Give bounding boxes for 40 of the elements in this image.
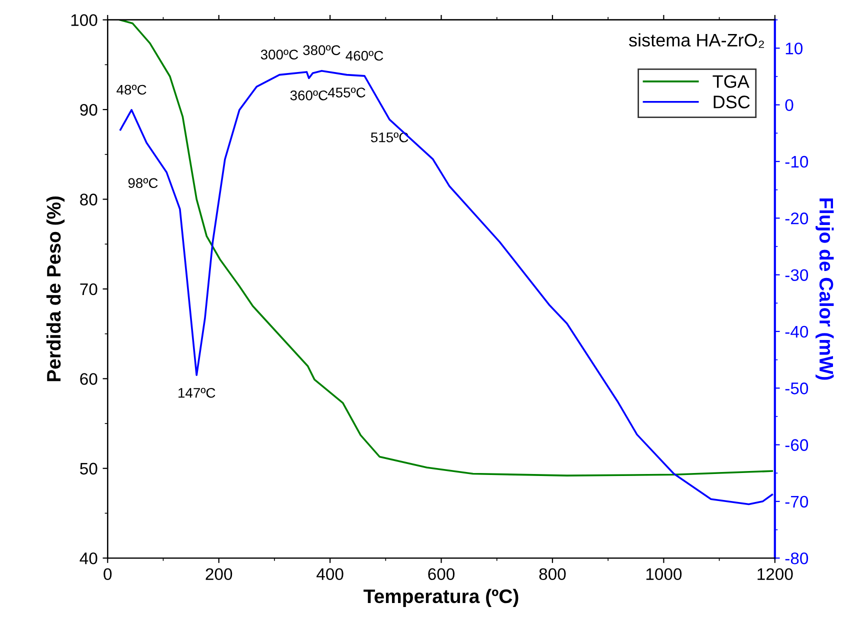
y-tick-label: 40 xyxy=(80,552,98,564)
y-tick-label: 100 xyxy=(71,14,98,26)
y-tick-label: 90 xyxy=(80,104,98,116)
y2-tick-label: -10 xyxy=(785,156,808,168)
x-tick-label: 800 xyxy=(539,568,566,580)
x-tick-label: 200 xyxy=(206,568,232,580)
annotation: 147ºC xyxy=(178,388,216,398)
x-axis-title: Temperatura (ºC) xyxy=(364,588,518,608)
legend-label: DSC xyxy=(714,96,750,108)
y-tick-label: 70 xyxy=(80,283,98,296)
x-tick-label: 1000 xyxy=(646,568,682,580)
annotation: 360ºC xyxy=(290,90,328,100)
y2-tick-label: 0 xyxy=(785,99,794,112)
annotation: 460ºC xyxy=(346,50,384,61)
annotation: 98ºC xyxy=(128,178,158,188)
y-tick-label: 60 xyxy=(80,373,98,385)
annotation: 48ºC xyxy=(116,84,146,95)
x-tick-label: 600 xyxy=(428,568,455,580)
y2-tick-label: -80 xyxy=(785,552,808,564)
x-tick-label: 400 xyxy=(316,568,344,580)
y2-tick-label: -20 xyxy=(785,212,808,224)
y-tick-label: 80 xyxy=(80,194,98,206)
annotation: 380ºC xyxy=(303,45,340,56)
y-axis-title: Perdida de Peso (%) xyxy=(46,196,65,382)
line-series xyxy=(118,20,774,476)
y-tick-label: 50 xyxy=(80,462,98,475)
annotation: 300ºC xyxy=(260,50,298,60)
legend-label: TGA xyxy=(712,75,750,88)
y2-tick-label: -30 xyxy=(785,269,808,281)
x-tick-label: 0 xyxy=(104,568,112,580)
y2-tick-label: -40 xyxy=(785,326,808,338)
annotation: 455ºC xyxy=(328,88,366,98)
y2-tick-label: -50 xyxy=(785,382,808,394)
y2-tick-label: -70 xyxy=(785,496,808,508)
y2-tick-label: 10 xyxy=(786,42,803,54)
x-tick-label: 1200 xyxy=(758,568,793,580)
annotation: sistema HA-ZrO₂ xyxy=(628,33,764,48)
annotation: 515ºC xyxy=(370,132,408,142)
y2-axis-title: Flujo de Calor (mW) xyxy=(816,198,834,380)
y2-tick-label: -60 xyxy=(785,439,808,451)
